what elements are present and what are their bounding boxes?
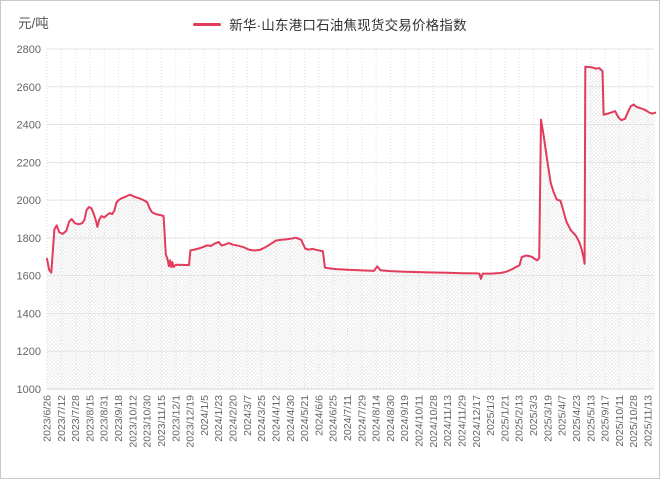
svg-text:2024/7/11: 2024/7/11 (342, 395, 354, 441)
svg-text:1600: 1600 (17, 271, 41, 283)
svg-text:1800: 1800 (17, 233, 41, 245)
svg-text:2025/1/21: 2025/1/21 (499, 395, 511, 442)
svg-text:2024/10/11: 2024/10/11 (414, 395, 426, 447)
svg-text:1200: 1200 (17, 346, 41, 358)
svg-text:2023/12/19: 2023/12/19 (185, 395, 197, 448)
svg-text:2025/3/3: 2025/3/3 (528, 395, 540, 436)
svg-text:2025/10/11: 2025/10/11 (614, 395, 626, 447)
svg-text:2024/2/20: 2024/2/20 (228, 395, 240, 442)
svg-text:2023/8/31: 2023/8/31 (99, 395, 111, 442)
svg-text:2024/4/12: 2024/4/12 (270, 395, 282, 442)
svg-text:2024/4/30: 2024/4/30 (285, 395, 297, 442)
svg-text:1000: 1000 (17, 384, 41, 396)
svg-text:2025/5/13: 2025/5/13 (585, 395, 597, 442)
svg-text:2025/11/13: 2025/11/13 (643, 395, 655, 447)
svg-text:2023/6/26: 2023/6/26 (42, 395, 54, 442)
svg-text:2024/11/29: 2024/11/29 (456, 395, 468, 447)
svg-text:2025/3/19: 2025/3/19 (542, 395, 554, 442)
svg-text:2024/10/28: 2024/10/28 (428, 395, 440, 448)
svg-text:2024/8/14: 2024/8/14 (371, 395, 383, 442)
svg-text:2024/7/29: 2024/7/29 (356, 395, 368, 442)
svg-text:2025/4/7: 2025/4/7 (557, 395, 569, 436)
svg-text:2023/12/1: 2023/12/1 (170, 395, 182, 442)
svg-text:2025/2/13: 2025/2/13 (514, 395, 526, 442)
svg-text:2024/1/23: 2024/1/23 (213, 395, 225, 442)
svg-text:2024/1/5: 2024/1/5 (199, 395, 211, 436)
svg-text:2000: 2000 (17, 195, 41, 207)
svg-text:2024/8/30: 2024/8/30 (385, 395, 397, 442)
legend-series-label: 新华·山东港口石油焦现货交易价格指数 (229, 18, 467, 33)
svg-text:2023/8/15: 2023/8/15 (84, 395, 96, 442)
svg-text:2800: 2800 (17, 44, 41, 56)
svg-text:2023/7/12: 2023/7/12 (56, 395, 68, 442)
svg-text:2023/7/28: 2023/7/28 (70, 395, 82, 442)
svg-text:2024/11/13: 2024/11/13 (442, 395, 454, 447)
svg-text:2024/9/19: 2024/9/19 (399, 395, 411, 442)
svg-text:2025/4/23: 2025/4/23 (571, 395, 583, 442)
svg-text:2025/10/28: 2025/10/28 (628, 395, 640, 448)
svg-text:2025/9/17: 2025/9/17 (600, 395, 612, 442)
svg-text:2200: 2200 (17, 157, 41, 169)
svg-text:2024/6/6: 2024/6/6 (313, 395, 325, 436)
svg-text:2023/10/12: 2023/10/12 (127, 395, 139, 448)
svg-text:1400: 1400 (17, 308, 41, 320)
svg-text:2025/1/3: 2025/1/3 (485, 395, 497, 436)
svg-text:2024/3/7: 2024/3/7 (242, 395, 254, 436)
svg-text:2400: 2400 (17, 120, 41, 132)
svg-text:2023/11/15: 2023/11/15 (156, 395, 168, 447)
svg-text:2024/5/21: 2024/5/21 (299, 395, 311, 442)
svg-text:2024/6/25: 2024/6/25 (328, 395, 340, 442)
legend: 新华·山东港口石油焦现货交易价格指数 (1, 14, 659, 34)
svg-text:2600: 2600 (17, 82, 41, 94)
legend-line-marker (193, 22, 222, 26)
svg-text:2024/3/25: 2024/3/25 (256, 395, 268, 442)
svg-text:2024/12/17: 2024/12/17 (471, 395, 483, 448)
y-axis-unit-label: 元/吨 (18, 16, 49, 31)
svg-text:2023/10/30: 2023/10/30 (142, 395, 154, 448)
svg-text:2023/9/18: 2023/9/18 (113, 395, 125, 442)
